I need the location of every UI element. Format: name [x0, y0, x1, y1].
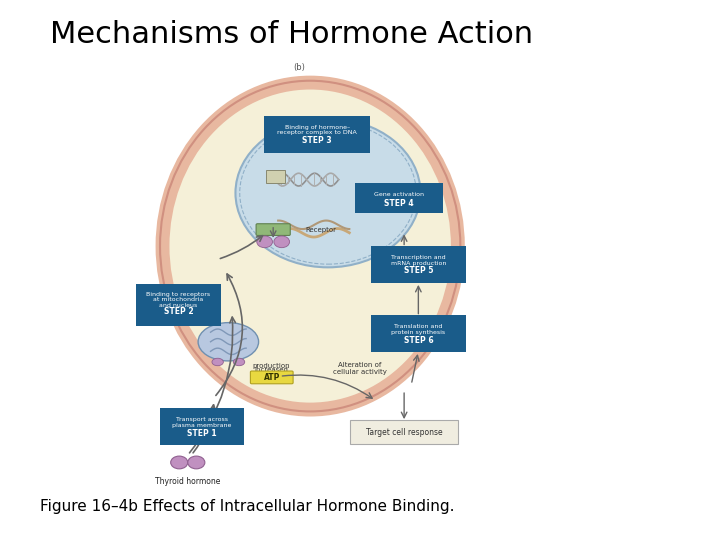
- Text: ATP: ATP: [264, 373, 280, 382]
- Circle shape: [274, 236, 289, 248]
- Text: Transport across
plasma membrane: Transport across plasma membrane: [172, 417, 232, 428]
- Text: production: production: [252, 363, 290, 369]
- FancyBboxPatch shape: [351, 421, 458, 444]
- FancyBboxPatch shape: [266, 170, 284, 184]
- Text: Binding of hormone–
receptor complex to DNA: Binding of hormone– receptor complex to …: [277, 125, 357, 136]
- Ellipse shape: [235, 118, 420, 267]
- Text: Increased: Increased: [254, 367, 288, 380]
- FancyBboxPatch shape: [160, 408, 244, 445]
- Text: Transcription and
mRNA production: Transcription and mRNA production: [391, 255, 446, 266]
- Circle shape: [188, 456, 205, 469]
- Text: STEP 4: STEP 4: [384, 199, 414, 208]
- Ellipse shape: [168, 86, 452, 406]
- Text: Gene activation: Gene activation: [374, 192, 424, 198]
- Ellipse shape: [233, 358, 245, 366]
- Text: Mechanisms of Hormone Action: Mechanisms of Hormone Action: [50, 20, 534, 49]
- Ellipse shape: [198, 322, 258, 361]
- FancyBboxPatch shape: [371, 246, 466, 283]
- Text: (b): (b): [294, 64, 305, 72]
- Text: Receptor: Receptor: [305, 227, 336, 233]
- FancyBboxPatch shape: [256, 224, 290, 235]
- Text: Translation and
protein synthesis: Translation and protein synthesis: [391, 325, 446, 335]
- Ellipse shape: [212, 358, 223, 366]
- Text: STEP 5: STEP 5: [404, 266, 433, 275]
- Text: STEP 3: STEP 3: [302, 136, 332, 145]
- Text: Alteration of
cellular activity: Alteration of cellular activity: [333, 362, 387, 375]
- Circle shape: [171, 456, 188, 469]
- Text: STEP 2: STEP 2: [163, 307, 194, 316]
- FancyBboxPatch shape: [371, 315, 466, 352]
- Text: Thyroid hormone: Thyroid hormone: [155, 477, 220, 487]
- Circle shape: [257, 236, 272, 248]
- FancyBboxPatch shape: [355, 184, 444, 213]
- FancyBboxPatch shape: [251, 371, 293, 384]
- FancyBboxPatch shape: [264, 116, 370, 153]
- FancyBboxPatch shape: [136, 284, 221, 326]
- Text: Target cell response: Target cell response: [366, 428, 442, 437]
- Text: STEP 6: STEP 6: [403, 335, 433, 345]
- Text: Figure 16–4b Effects of Intracellular Hormone Binding.: Figure 16–4b Effects of Intracellular Ho…: [40, 499, 454, 514]
- Text: STEP 1: STEP 1: [187, 429, 217, 437]
- Text: Binding to receptors
at mitochondria
and nucleus: Binding to receptors at mitochondria and…: [146, 292, 210, 308]
